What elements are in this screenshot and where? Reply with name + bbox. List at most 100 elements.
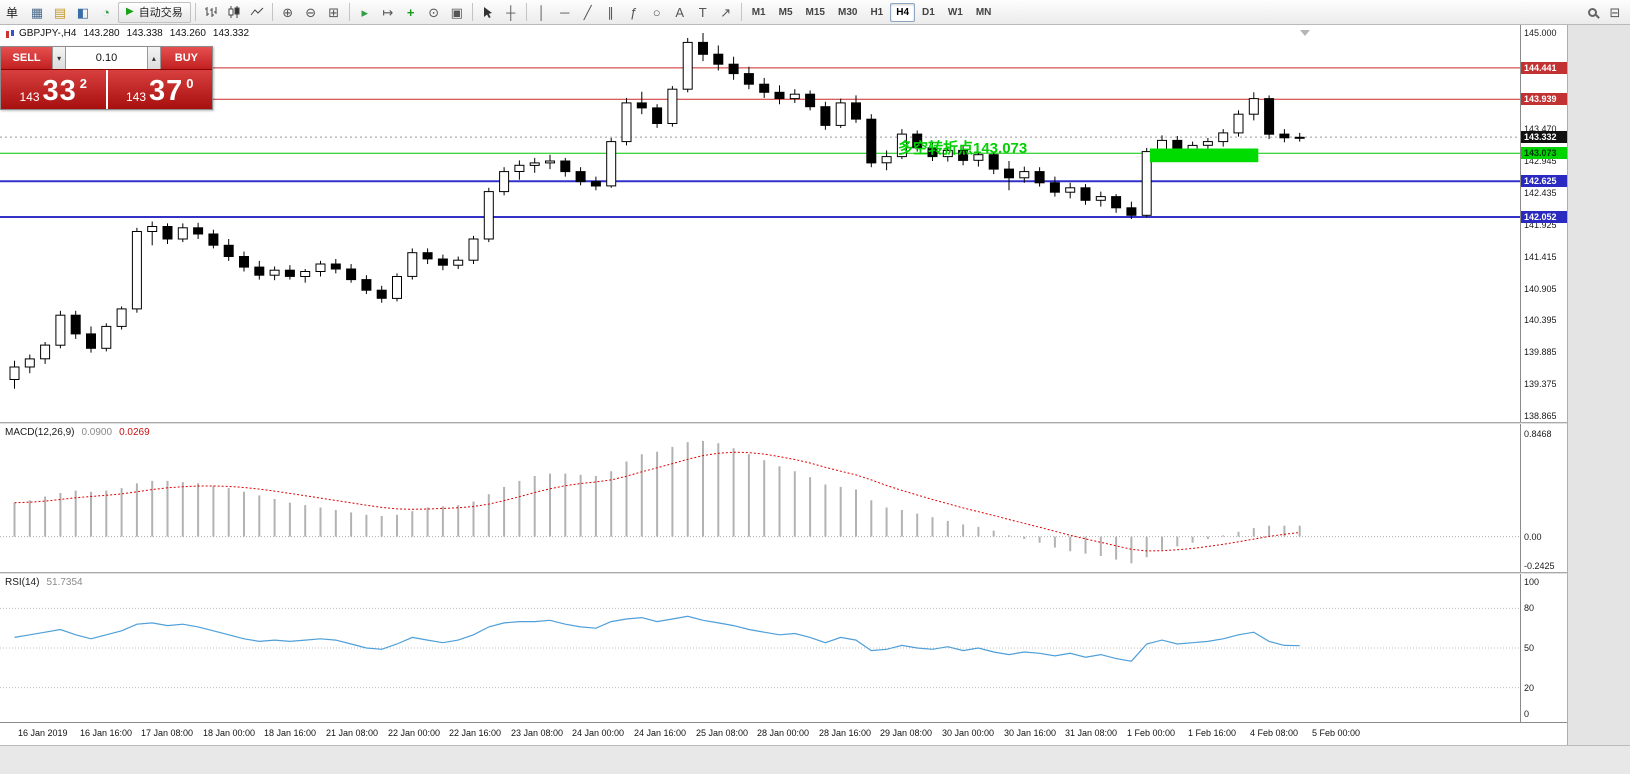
- search-button[interactable]: [1581, 2, 1603, 23]
- line-chart-icon: [250, 7, 264, 16]
- macd-axis[interactable]: 0.8468 0.00 -0.2425: [1520, 424, 1567, 572]
- status-bar: [0, 745, 1630, 774]
- price-axis-tick: 140.905: [1524, 284, 1557, 294]
- zoom-in-button[interactable]: ⊕: [277, 2, 299, 23]
- macd-canvas[interactable]: [0, 424, 1520, 572]
- chart-shift-marker[interactable]: [1300, 30, 1310, 36]
- new-chart-icon: ▦: [30, 4, 44, 20]
- candle: [896, 129, 907, 160]
- market-watch-button[interactable]: ◧: [72, 2, 94, 23]
- timeframe-w1[interactable]: W1: [947, 6, 963, 18]
- symbol-icon: [6, 29, 14, 38]
- timeframe-d1[interactable]: D1: [922, 6, 935, 18]
- candle: [866, 114, 877, 168]
- vertical-line-icon: │: [537, 4, 546, 20]
- rsi-line: [14, 615, 1300, 662]
- buy-price-button[interactable]: 143 37 0: [107, 70, 212, 109]
- channel-button[interactable]: ∥: [600, 2, 622, 23]
- candlestick-button[interactable]: [223, 2, 245, 23]
- candle: [667, 86, 678, 127]
- zoom-out-button[interactable]: ⊖: [300, 2, 322, 23]
- timeframe-m1[interactable]: M1: [751, 6, 766, 18]
- lot-decrease-button[interactable]: ▾: [52, 47, 66, 69]
- sell-price-button[interactable]: 143 33 2: [1, 70, 108, 109]
- macd-value: 0.0900: [81, 427, 113, 438]
- time-axis-label: 5 Feb 00:00: [1312, 728, 1361, 738]
- shapes-button[interactable]: ○: [646, 2, 668, 23]
- timeframe-m30[interactable]: M30: [837, 6, 858, 18]
- sell-label-button[interactable]: SELL: [1, 47, 53, 69]
- indicators-button[interactable]: +: [400, 2, 422, 23]
- layout-icon: ⊟: [1609, 4, 1621, 20]
- panel-separator[interactable]: [0, 572, 1567, 574]
- candle: [346, 264, 357, 283]
- sell-price-frac: 2: [79, 76, 88, 91]
- fibonacci-button[interactable]: ƒ: [623, 2, 645, 23]
- crosshair-button[interactable]: ┼: [500, 2, 522, 23]
- profiles-button[interactable]: ▤: [49, 2, 71, 23]
- lot-increase-button[interactable]: ▴: [147, 47, 161, 69]
- timeframe-m5[interactable]: M5: [778, 6, 793, 18]
- candle: [958, 145, 969, 166]
- buy-label-button[interactable]: BUY: [160, 47, 212, 69]
- ohlc-close: 143.332: [212, 28, 250, 39]
- menu-item[interactable]: 单: [6, 5, 19, 20]
- candle: [575, 167, 586, 186]
- pivot-annotation[interactable]: 多空转折点143.073: [898, 140, 1028, 157]
- new-chart-button[interactable]: ▦: [26, 2, 48, 23]
- price-axis[interactable]: 145.000 143.470 142.945 142.435 141.925 141.4…: [1520, 25, 1568, 422]
- rsi-panel: RSI(14) 51.7354 100 80 50 20 0: [0, 574, 1567, 722]
- horizontal-line-button[interactable]: ─: [554, 2, 576, 23]
- auto-scroll-button[interactable]: ▸: [354, 2, 376, 23]
- text-button[interactable]: A: [669, 2, 691, 23]
- macd-histogram: [13, 440, 1301, 564]
- timeframe-m15[interactable]: M15: [805, 6, 825, 18]
- panel-separator[interactable]: [0, 422, 1567, 424]
- rsi-axis[interactable]: 100 80 50 20 0: [1520, 574, 1567, 722]
- periods-button[interactable]: ⊙: [423, 2, 445, 23]
- highlight-rectangle[interactable]: [1149, 148, 1259, 163]
- candle: [1126, 201, 1137, 219]
- chart-shift-button[interactable]: ↦: [377, 2, 399, 23]
- layout-button[interactable]: ⊟: [1604, 2, 1626, 23]
- candle: [927, 141, 938, 161]
- candle: [988, 151, 999, 175]
- auto-trading-button[interactable]: ▶ 自动交易: [118, 1, 191, 23]
- candle: [698, 33, 708, 62]
- candle: [1294, 132, 1305, 142]
- bar-chart-button[interactable]: [200, 2, 222, 23]
- time-axis-label: 22 Jan 00:00: [388, 728, 441, 738]
- time-axis[interactable]: 16 Jan 2019 16 Jan 16:00 17 Jan 08:00 18 Ja…: [0, 722, 1567, 745]
- candle: [101, 323, 112, 352]
- lot-size-input[interactable]: [66, 47, 147, 69]
- candle: [300, 269, 311, 283]
- arrows-button[interactable]: ↗: [715, 2, 737, 23]
- candle: [713, 45, 724, 71]
- time-axis-label: 24 Jan 00:00: [572, 728, 625, 738]
- time-axis-label: 22 Jan 16:00: [449, 728, 502, 738]
- label-button[interactable]: T: [692, 2, 714, 23]
- navigator-button[interactable]: ◔: [95, 2, 117, 23]
- price-axis-tick: 141.925: [1524, 220, 1557, 230]
- price-chart-canvas[interactable]: [0, 25, 1520, 422]
- auto-trading-play-icon: ▶: [126, 6, 134, 17]
- indicators-icon: +: [406, 4, 415, 20]
- candle: [728, 56, 739, 80]
- timeframe-mn[interactable]: MN: [975, 6, 992, 18]
- rsi-axis-tick: 20: [1524, 683, 1535, 693]
- candle: [743, 66, 754, 90]
- profiles-icon: ▤: [53, 4, 67, 20]
- candle: [193, 222, 204, 239]
- trendline-button[interactable]: ╱: [577, 2, 599, 23]
- rsi-canvas[interactable]: [0, 574, 1520, 722]
- cursor-button[interactable]: [477, 2, 499, 23]
- timeframe-h4[interactable]: H4: [890, 2, 916, 22]
- rsi-name: RSI(14): [5, 577, 40, 588]
- candle: [147, 221, 158, 246]
- templates-button[interactable]: ▣: [446, 2, 468, 23]
- tile-windows-button[interactable]: ⊞: [323, 2, 345, 23]
- vertical-line-button[interactable]: │: [531, 2, 553, 23]
- timeframe-h1[interactable]: H1: [870, 6, 884, 18]
- line-chart-button[interactable]: [246, 2, 268, 23]
- horizontal-line-icon: ─: [560, 4, 570, 20]
